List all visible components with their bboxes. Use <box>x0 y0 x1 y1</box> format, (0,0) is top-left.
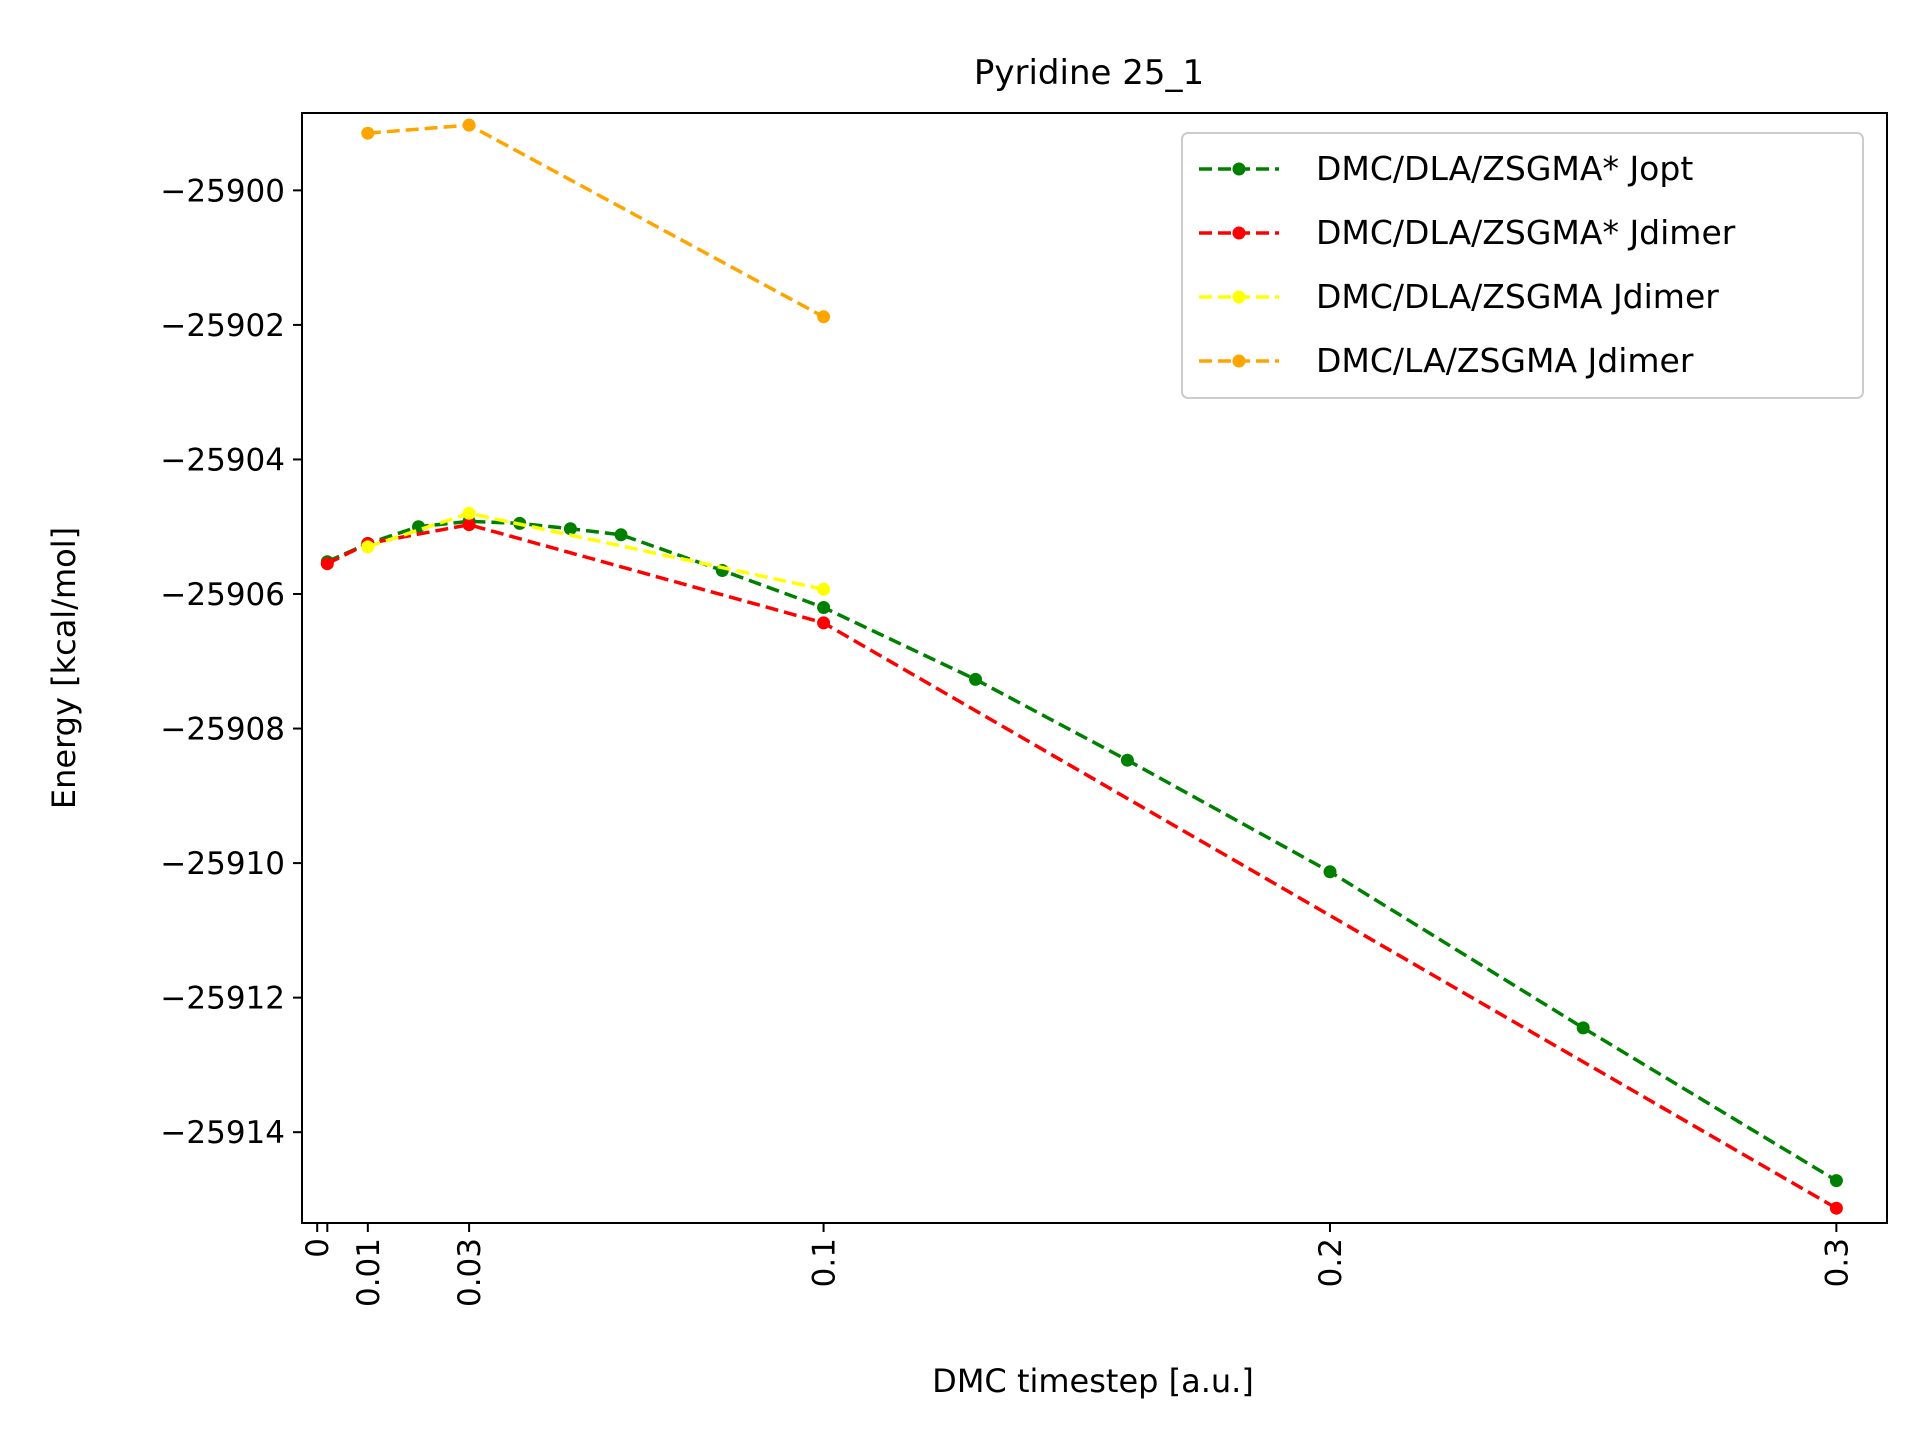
x-tick-label: 0.2 <box>1313 1238 1349 1287</box>
data-point <box>462 118 476 132</box>
legend-marker <box>1232 226 1246 240</box>
data-point <box>1576 1021 1590 1035</box>
y-tick-label: −25906 <box>160 577 285 613</box>
data-point <box>361 540 375 554</box>
legend-frame <box>1181 132 1864 399</box>
legend-marker <box>1232 162 1246 176</box>
x-tick-label: 0.1 <box>807 1238 843 1287</box>
data-point <box>1829 1174 1843 1188</box>
chart-title: Pyridine 25_1 <box>974 53 1204 93</box>
data-point <box>969 672 982 686</box>
series-line <box>326 522 1838 1210</box>
y-axis: −25900 −25902 −25904 −25906 −25908 −25910 −259… <box>160 173 302 1151</box>
plot-area-frame <box>301 112 1888 1224</box>
x-axis: 0 0.01 0.03 0.1 0.2 0.3 <box>300 1223 1855 1307</box>
data-point <box>563 522 577 536</box>
series-4 <box>361 118 831 324</box>
y-tick-label: −25904 <box>160 442 285 478</box>
legend-item: DMC/LA/ZSGMA Jdimer <box>1199 341 1694 380</box>
legend-item: DMC/DLA/ZSGMA* Jdimer <box>1199 213 1736 252</box>
legend-label: DMC/DLA/ZSGMA* Jdimer <box>1316 213 1736 252</box>
y-axis-label: Energy [kcal/mol] <box>45 527 83 809</box>
legend-items: DMC/DLA/ZSGMA* Jopt DMC/DLA/ZSGMA* Jdimer… <box>1199 149 1736 380</box>
legend-label: DMC/DLA/ZSGMA* Jopt <box>1316 149 1693 188</box>
y-tick-label: −25900 <box>160 173 285 209</box>
data-point <box>462 518 476 532</box>
series-line <box>326 519 1838 1183</box>
series-layer <box>320 118 1843 1215</box>
data-point <box>817 616 831 630</box>
data-point <box>1829 1201 1843 1215</box>
x-tick-label: 0.01 <box>351 1238 387 1307</box>
series-2 <box>320 518 1843 1215</box>
y-tick-label: −25910 <box>160 846 285 882</box>
legend-item: DMC/DLA/ZSGMA* Jopt <box>1199 149 1693 188</box>
legend-label: DMC/DLA/ZSGMA Jdimer <box>1316 277 1719 316</box>
data-point <box>817 582 831 596</box>
data-point <box>462 506 476 520</box>
data-point <box>1323 865 1337 879</box>
x-axis-label: DMC timestep [a.u.] <box>932 1362 1254 1400</box>
y-tick-label: −25908 <box>160 712 285 748</box>
x-tick-label: 0 <box>300 1238 336 1258</box>
data-point <box>1120 753 1134 767</box>
data-point <box>320 557 334 571</box>
data-point <box>817 601 831 614</box>
y-tick-label: −25902 <box>160 308 285 344</box>
legend-marker <box>1232 290 1246 304</box>
x-tick-label: 0.03 <box>452 1238 488 1307</box>
data-point <box>817 310 831 324</box>
legend-label: DMC/LA/ZSGMA Jdimer <box>1316 341 1694 380</box>
data-point <box>361 126 375 140</box>
data-point <box>614 528 628 542</box>
legend-item: DMC/DLA/ZSGMA Jdimer <box>1199 277 1719 316</box>
legend: DMC/DLA/ZSGMA* Jopt DMC/DLA/ZSGMA* Jdimer… <box>1181 132 1864 399</box>
series-1 <box>320 514 1843 1188</box>
series-3 <box>361 506 831 596</box>
x-tick-label: 0.3 <box>1819 1238 1855 1287</box>
y-tick-label: −25914 <box>160 1115 285 1151</box>
y-tick-label: −25912 <box>160 981 285 1017</box>
legend-marker <box>1232 354 1246 368</box>
series-line <box>367 123 825 319</box>
